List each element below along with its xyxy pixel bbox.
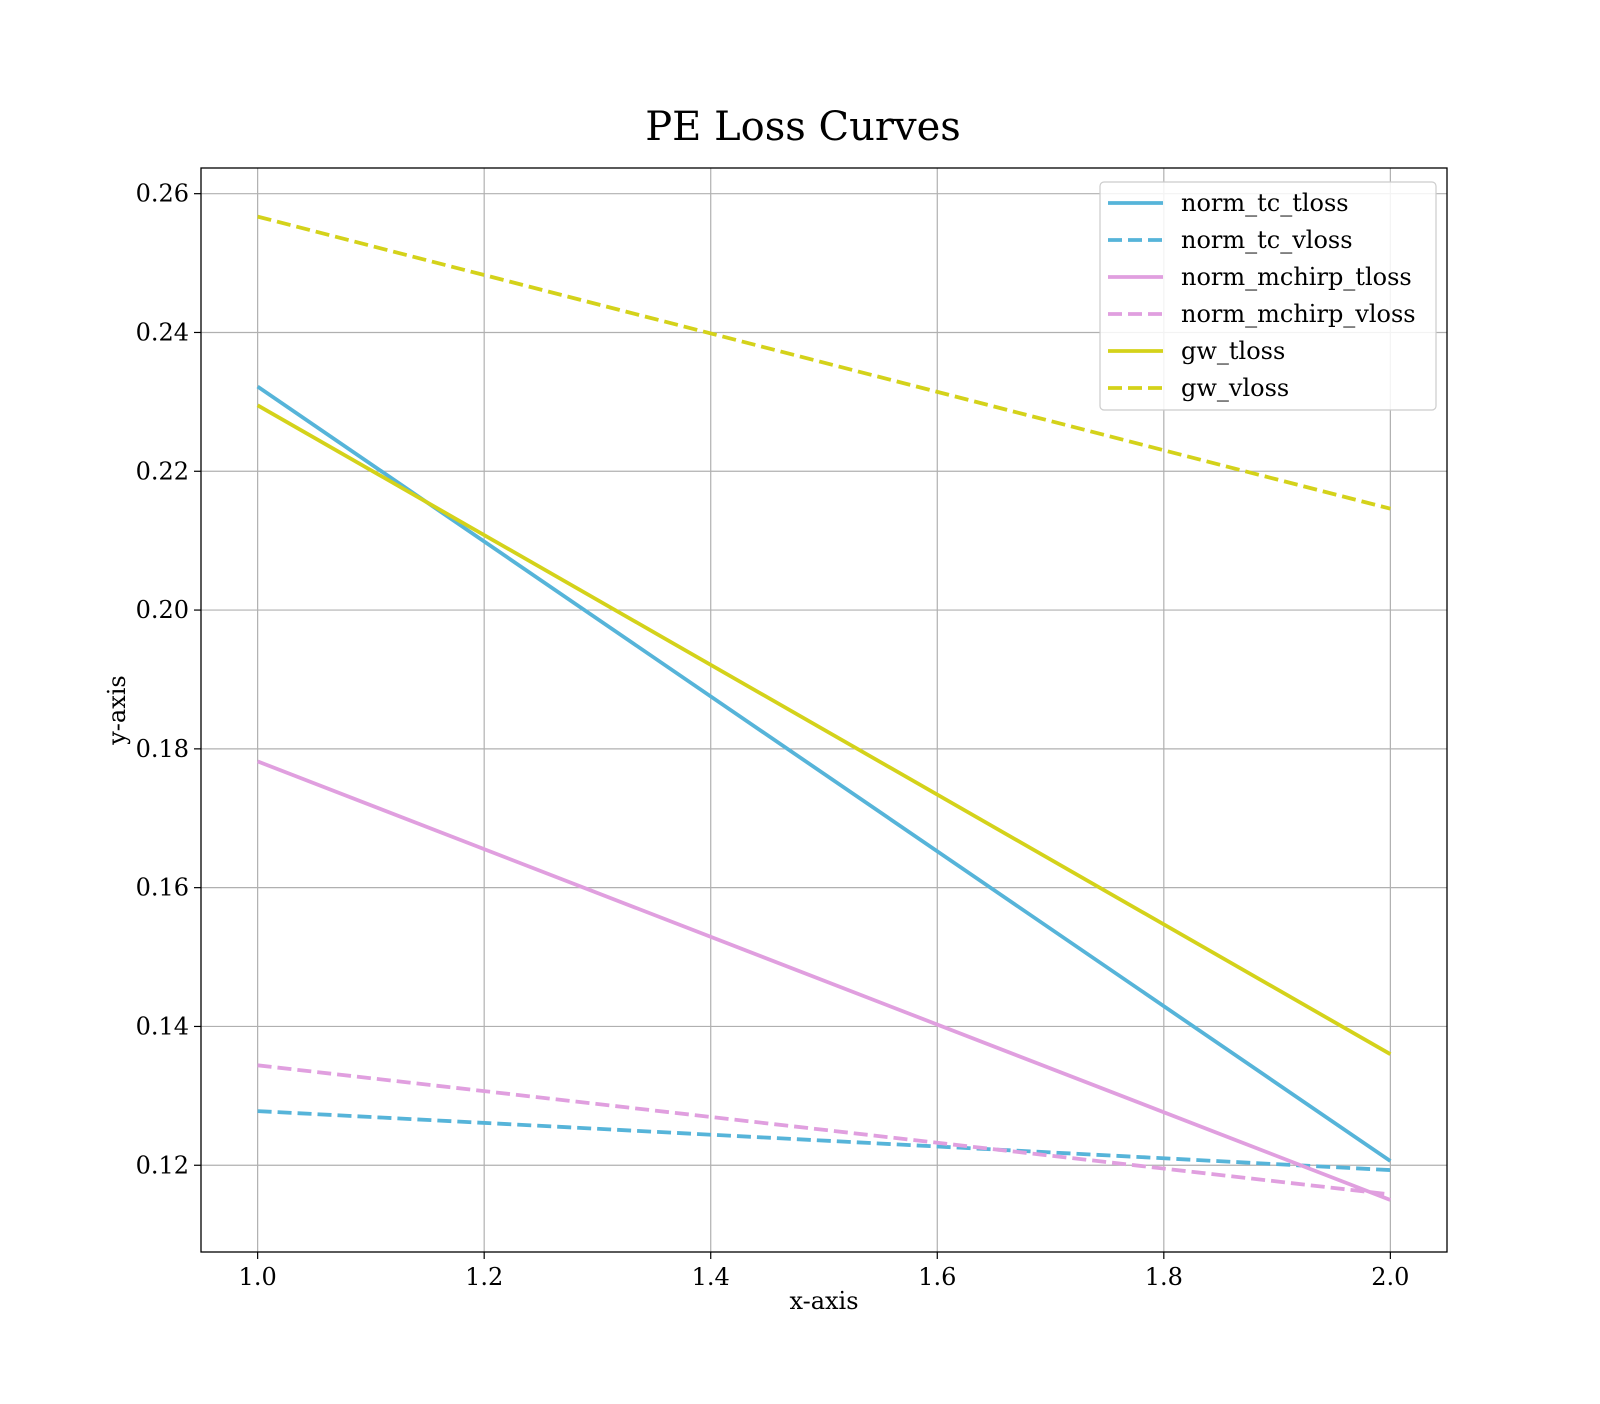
x-tick-label: 1.0	[239, 1263, 277, 1291]
chart-title: PE Loss Curves	[645, 104, 961, 150]
y-tick-label: 0.18	[136, 735, 189, 763]
x-tick-label: 1.2	[465, 1263, 503, 1291]
series-line-gw-tloss	[256, 403, 1392, 1056]
x-tick-label: 1.4	[692, 1263, 730, 1291]
legend-label: gw_vloss	[1181, 374, 1289, 402]
plot-frame	[200, 167, 1448, 1253]
x-tick-label: 2.0	[1371, 1263, 1409, 1291]
x-tick-label: 1.8	[1145, 1263, 1183, 1291]
legend-label: gw_tloss	[1181, 337, 1285, 365]
y-tick-label: 0.26	[136, 180, 189, 208]
x-axis-label: x-axis	[789, 1287, 858, 1315]
legend-items: norm_tc_tloss norm_tc_vloss norm_mchirp_tl…	[1108, 189, 1416, 402]
series-line-norm-mchirp-tloss	[256, 759, 1392, 1202]
series-line-norm-tc-tloss	[256, 385, 1392, 1163]
y-tick-label: 0.12	[136, 1151, 189, 1179]
series-line-gw-vloss	[257, 214, 1391, 511]
series-line-norm-mchirp-vloss	[257, 1063, 1391, 1197]
series-line-norm-tc-vloss	[257, 1109, 1391, 1172]
y-tick-label: 0.20	[136, 596, 189, 624]
y-axis-ticks: 0.12 0.14 0.16 0.18 0.20 0.22 0.24 0.26	[136, 180, 201, 1179]
y-tick-label: 0.16	[136, 874, 189, 902]
legend: norm_tc_tloss norm_tc_vloss norm_mchirp_tl…	[1099, 181, 1437, 411]
y-tick-label: 0.14	[136, 1012, 189, 1040]
legend-label: norm_tc_tloss	[1181, 189, 1349, 217]
x-axis-ticks: 1.0 1.2 1.4 1.6 1.8 2.0	[239, 1252, 1409, 1291]
x-tick-label: 1.6	[918, 1263, 956, 1291]
y-tick-label: 0.22	[136, 457, 189, 485]
y-tick-label: 0.24	[136, 318, 189, 346]
series-layer	[256, 214, 1392, 1202]
legend-label: norm_tc_vloss	[1181, 226, 1353, 254]
legend-label: norm_mchirp_tloss	[1181, 263, 1412, 291]
legend-label: norm_mchirp_vloss	[1181, 300, 1416, 328]
y-axis-label: y-axis	[103, 675, 131, 746]
legend-box	[1099, 181, 1437, 411]
